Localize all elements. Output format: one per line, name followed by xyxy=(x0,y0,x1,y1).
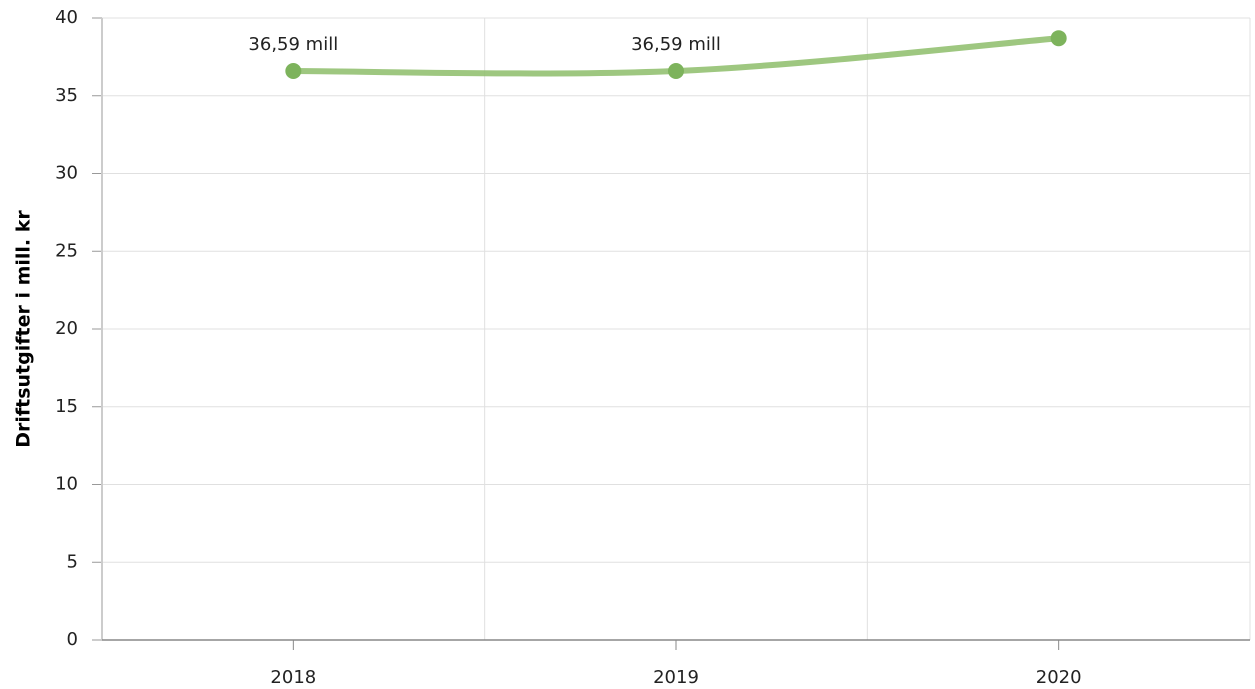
y-axis-title: Driftsutgifter i mill. kr xyxy=(13,210,35,448)
x-tick-label: 2019 xyxy=(653,667,699,688)
y-tick-label: 15 xyxy=(55,396,78,417)
x-tick-label: 2018 xyxy=(270,667,316,688)
data-point xyxy=(668,63,684,80)
y-tick-label: 20 xyxy=(55,318,78,339)
data-point xyxy=(285,63,302,80)
data-label: 36,59 mill xyxy=(248,34,338,55)
y-tick-label: 5 xyxy=(67,551,78,572)
y-tick-label: 10 xyxy=(55,474,78,495)
x-tick-label: 2020 xyxy=(1036,667,1082,688)
y-tick-label: 40 xyxy=(55,7,78,28)
y-tick-label: 30 xyxy=(55,163,78,184)
y-tick-label: 35 xyxy=(55,85,78,106)
data-point xyxy=(1050,30,1067,47)
y-tick-label: 25 xyxy=(55,240,78,261)
data-label: 36,59 mill xyxy=(631,34,721,55)
y-tick-label: 0 xyxy=(67,629,78,650)
